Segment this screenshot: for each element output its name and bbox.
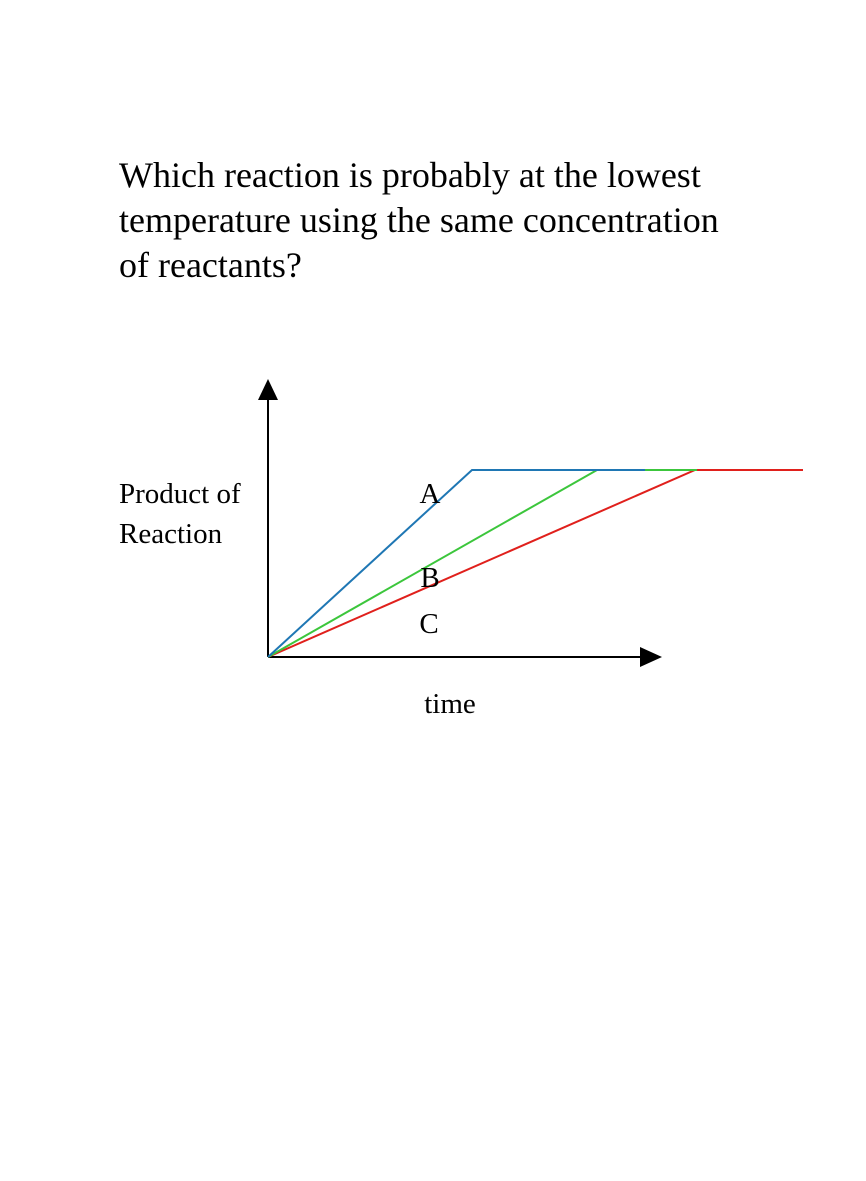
curve-a bbox=[267, 469, 645, 658]
graph: Product of Reaction A B C time bbox=[119, 379, 803, 720]
curve-label: C bbox=[419, 608, 438, 640]
curve-c bbox=[267, 469, 803, 658]
curve-label: A bbox=[420, 478, 441, 510]
y-axis-label: Product of bbox=[119, 478, 241, 510]
question-line: temperature using the same concentration bbox=[119, 200, 719, 240]
y-axis-label: Reaction bbox=[119, 518, 223, 550]
question-line: Which reaction is probably at the lowest bbox=[119, 155, 701, 195]
x-axis-label: time bbox=[424, 688, 476, 720]
question-line: of reactants? bbox=[119, 245, 302, 285]
curve-label: B bbox=[420, 562, 439, 594]
x-axis-arrow bbox=[640, 647, 662, 667]
y-axis-arrow bbox=[258, 379, 278, 400]
